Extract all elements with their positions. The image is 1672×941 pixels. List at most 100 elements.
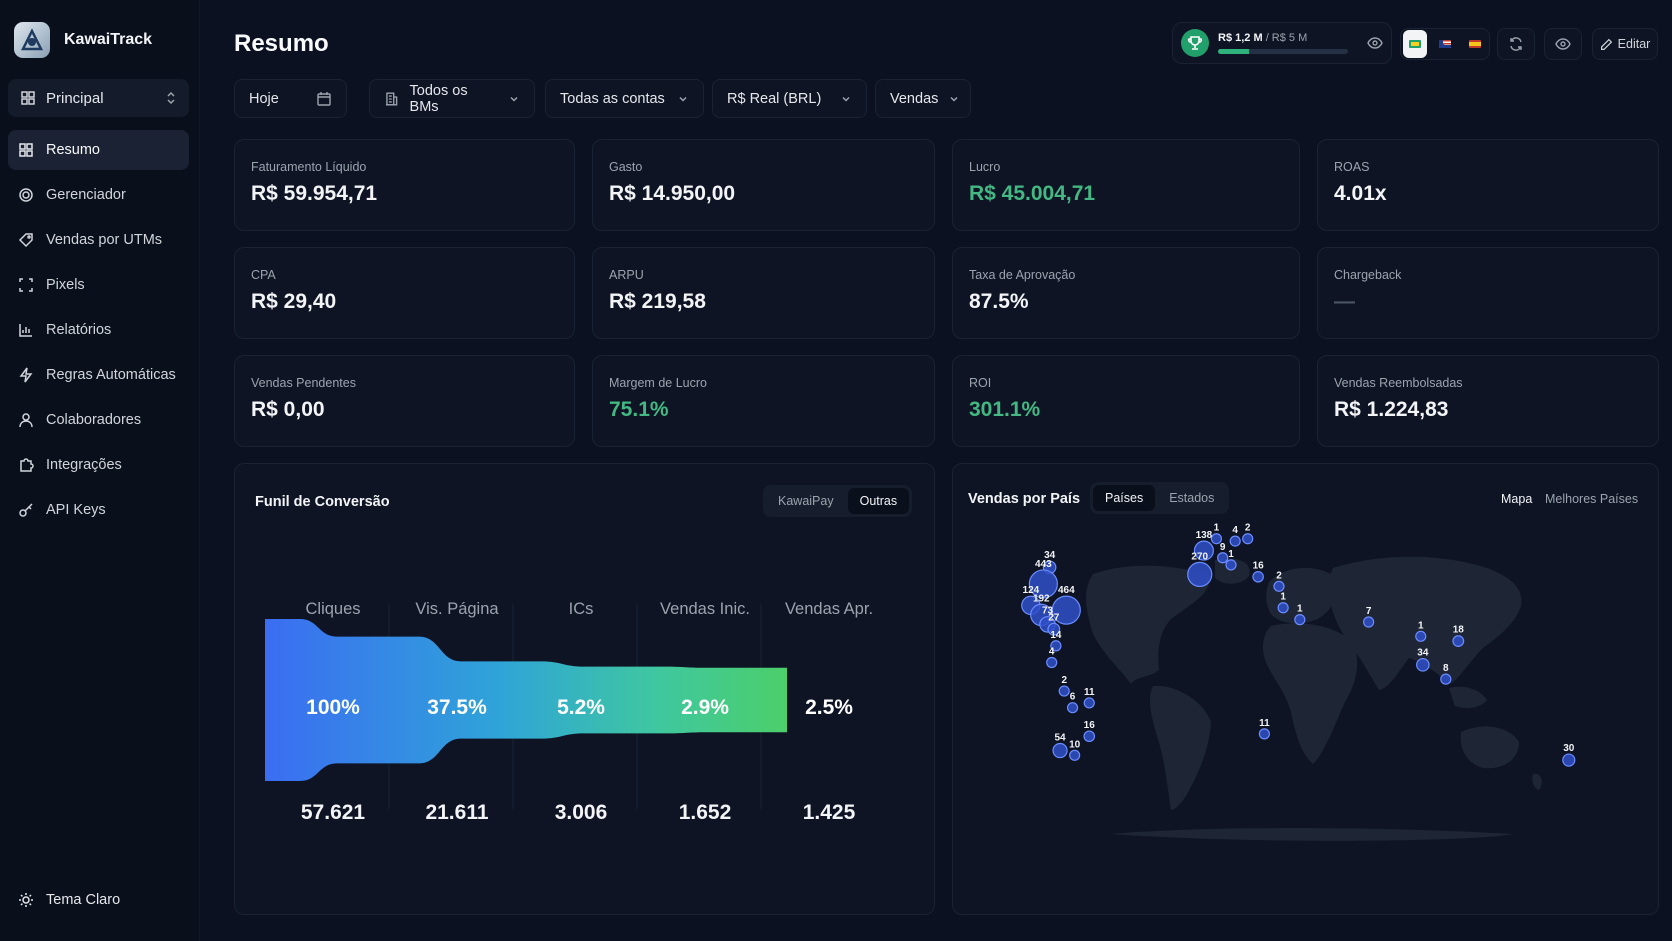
sidebar-item-regras[interactable]: Regras Automáticas — [8, 355, 189, 395]
funnel-stage-percent: 37.5% — [427, 696, 487, 719]
sidebar-item-integracoes[interactable]: Integrações — [8, 445, 189, 485]
map-marker[interactable] — [1225, 559, 1237, 571]
brand[interactable]: KawaiTrack — [14, 22, 152, 58]
key-icon — [19, 503, 33, 517]
metric-filter[interactable]: Vendas — [875, 79, 971, 118]
map-marker[interactable] — [1083, 730, 1096, 743]
continent-southeast-asia — [1449, 686, 1487, 708]
map-marker-label: 54 — [1054, 732, 1066, 743]
flag-spain-icon[interactable] — [1463, 30, 1487, 58]
funnel-stage-label: Vendas Inic. — [660, 600, 750, 618]
language-selector[interactable] — [1400, 28, 1490, 60]
map-marker[interactable] — [1294, 614, 1306, 626]
map-marker[interactable] — [1363, 616, 1375, 628]
goal-text: R$ 1,2 M / R$ 5 M — [1218, 32, 1348, 44]
map-marker[interactable] — [1229, 535, 1241, 547]
metric-label: Vendas Pendentes — [251, 376, 356, 390]
map-marker[interactable] — [1415, 630, 1427, 642]
funnel-stage-count: 57.621 — [301, 801, 366, 824]
visibility-button[interactable] — [1544, 28, 1582, 60]
flag-usa-icon[interactable] — [1433, 30, 1457, 58]
goal-current: R$ 1,2 M — [1218, 32, 1263, 44]
funnel-stage-percent: 100% — [306, 696, 360, 719]
sidebar-item-api-keys[interactable]: API Keys — [8, 490, 189, 530]
tab-paises[interactable]: Países — [1093, 485, 1156, 511]
sidebar-item-colaboradores[interactable]: Colaboradores — [8, 400, 189, 440]
refresh-button[interactable] — [1497, 28, 1535, 60]
metric-label: Faturamento Líquido — [251, 160, 367, 174]
tab-kawaipay[interactable]: KawaiPay — [778, 494, 834, 508]
map-marker[interactable] — [1416, 658, 1430, 672]
map-title: Vendas por País — [968, 491, 1081, 507]
revenue-goal[interactable]: R$ 1,2 M / R$ 5 M — [1172, 22, 1392, 64]
sidebar-item-gerenciador[interactable]: Gerenciador — [8, 175, 189, 215]
continent-new-zealand — [1532, 773, 1542, 790]
metric-label: Lucro — [969, 160, 1001, 174]
eye-icon[interactable] — [1367, 35, 1383, 51]
map-marker[interactable] — [1217, 552, 1229, 564]
view-melhores-paises[interactable]: Melhores Países — [1545, 492, 1639, 506]
metric-label: Gasto — [609, 160, 643, 174]
edit-button[interactable]: Editar — [1592, 28, 1658, 60]
metric-value: 87.5% — [969, 290, 1029, 313]
metric-card-pendentes: Vendas Pendentes R$ 0,00 — [234, 355, 575, 447]
sidebar-item-label: Pixels — [46, 277, 85, 293]
sidebar-item-relatorios[interactable]: Relatórios — [8, 310, 189, 350]
edit-label: Editar — [1617, 37, 1651, 51]
flag-brazil-icon[interactable] — [1403, 30, 1427, 58]
sidebar-item-pixels[interactable]: Pixels — [8, 265, 189, 305]
map-marker[interactable] — [1028, 569, 1058, 599]
accounts-filter[interactable]: Todas as contas — [545, 79, 704, 118]
map-marker[interactable] — [1273, 580, 1285, 592]
tab-estados[interactable]: Estados — [1169, 491, 1215, 505]
building-icon — [385, 91, 398, 106]
map-marker-label: 443 — [1035, 559, 1052, 570]
date-filter[interactable]: Hoje — [234, 79, 347, 118]
sidebar-item-label: Integrações — [46, 457, 122, 473]
funnel-title: Funil de Conversão — [255, 494, 390, 510]
funnel-stage-count: 21.611 — [425, 801, 488, 824]
brand-name: KawaiTrack — [64, 31, 153, 48]
map-marker[interactable] — [1046, 656, 1058, 669]
map-marker[interactable] — [1252, 571, 1264, 583]
map-marker[interactable] — [1066, 702, 1079, 714]
metric-label: ROAS — [1334, 160, 1370, 174]
map-marker[interactable] — [1083, 697, 1095, 709]
tab-outras[interactable]: Outras — [847, 488, 910, 514]
map-marker-label: 34 — [1044, 550, 1056, 561]
funnel-stage-count: 1.425 — [803, 801, 856, 824]
map-marker-label: 1 — [1228, 549, 1234, 560]
sidebar-item-label: Colaboradores — [46, 412, 142, 428]
map-marker[interactable] — [1058, 685, 1070, 697]
bm-filter[interactable]: Todos os BMs — [369, 79, 535, 118]
currency-filter[interactable]: R$ Real (BRL) — [712, 79, 867, 118]
map-marker[interactable] — [1051, 595, 1081, 625]
map-marker[interactable] — [1440, 673, 1452, 685]
map-marker[interactable] — [1069, 749, 1081, 761]
map-marker[interactable] — [1562, 753, 1576, 767]
funnel-chart: Cliques 100% 57.621 Vis. Página 37.5% 21.611 I… — [265, 600, 873, 824]
map-marker[interactable] — [1193, 540, 1214, 561]
map-marker[interactable] — [1052, 742, 1068, 759]
workspace-select[interactable]: Principal — [8, 79, 189, 117]
theme-toggle[interactable]: Tema Claro — [18, 892, 120, 908]
view-mapa[interactable]: Mapa — [1501, 492, 1533, 506]
funnel-stage-label: ICs — [569, 600, 594, 618]
map-marker[interactable] — [1047, 622, 1061, 636]
sidebar-item-vendas-utms[interactable]: Vendas por UTMs — [8, 220, 189, 260]
map-marker[interactable] — [1452, 635, 1465, 647]
funnel-stage-label: Cliques — [305, 600, 360, 618]
map-marker[interactable] — [1050, 640, 1062, 652]
goal-progress-fill — [1218, 49, 1250, 54]
sidebar-item-resumo[interactable]: Resumo — [8, 130, 189, 170]
map-marker[interactable] — [1258, 728, 1270, 740]
map-marker[interactable] — [1210, 533, 1223, 545]
continent-south-america — [1150, 685, 1211, 810]
sidebar: KawaiTrack Principal Resumo Gerenciador … — [0, 0, 200, 941]
map-marker[interactable] — [1187, 561, 1213, 588]
map-marker[interactable] — [1242, 533, 1254, 545]
map-panel: Vendas por País Países Estados Mapa Melh… — [952, 463, 1659, 915]
map-marker-label: 1 — [1214, 523, 1220, 534]
map-marker[interactable] — [1277, 602, 1289, 614]
